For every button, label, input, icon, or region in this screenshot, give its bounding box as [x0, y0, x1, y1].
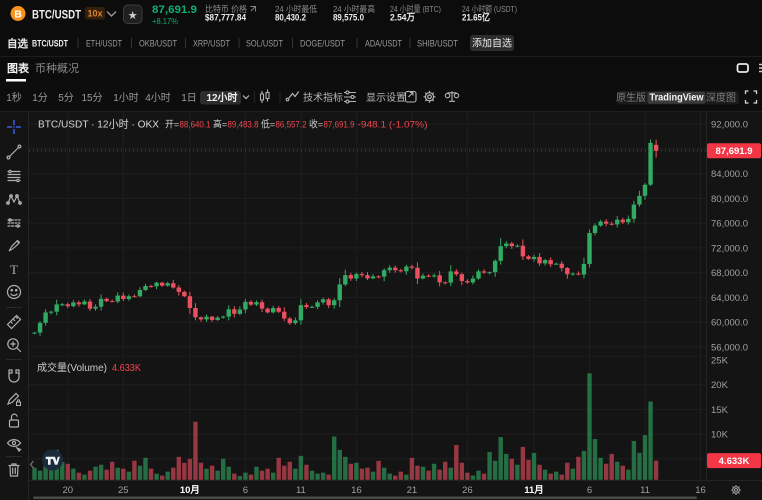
svg-text:89,575.0: 89,575.0: [333, 13, 364, 24]
svg-text:-948.1 (-1.07%): -948.1 (-1.07%): [358, 120, 428, 131]
svg-text:ADA/USDT: ADA/USDT: [365, 39, 402, 50]
svg-text:25K: 25K: [711, 356, 729, 367]
svg-text:20: 20: [63, 485, 74, 496]
svg-text:1分: 1分: [32, 92, 48, 104]
svg-text:BTC/USDT: BTC/USDT: [32, 8, 82, 22]
svg-text:89,483.8: 89,483.8: [228, 120, 259, 131]
svg-text:B: B: [14, 8, 22, 20]
svg-text:86,557.2: 86,557.2: [276, 120, 307, 131]
svg-text:比特币 价格: 比特币 价格: [205, 4, 247, 14]
svg-text:添加自选: 添加自选: [472, 37, 512, 50]
svg-text:TradingView: TradingView: [650, 93, 704, 104]
svg-text:OKB/USDT: OKB/USDT: [139, 39, 177, 50]
svg-text:★: ★: [128, 10, 138, 22]
svg-text:10K: 10K: [711, 430, 729, 441]
svg-text:68,000.0: 68,000.0: [711, 268, 748, 279]
svg-text:自选: 自选: [7, 37, 28, 50]
svg-text:80,000.0: 80,000.0: [711, 194, 748, 205]
svg-text:87,691.9: 87,691.9: [324, 120, 355, 131]
svg-text:SOL/USDT: SOL/USDT: [246, 39, 283, 50]
svg-text:11: 11: [640, 485, 650, 496]
svg-text:26: 26: [462, 485, 473, 496]
svg-text:1秒: 1秒: [6, 91, 22, 104]
svg-text:56,000.0: 56,000.0: [711, 343, 748, 354]
svg-text:24 小时最高: 24 小时最高: [333, 4, 375, 14]
svg-text:BTC/USDT · 12小时 · OKX: BTC/USDT · 12小时 · OKX: [38, 119, 159, 131]
svg-text:技术指标: 技术指标: [303, 91, 343, 104]
svg-text:显示设置: 显示设置: [366, 92, 406, 104]
svg-text:21: 21: [407, 485, 418, 496]
svg-text:87,691.9: 87,691.9: [152, 4, 197, 16]
svg-text:原生版: 原生版: [616, 91, 646, 104]
svg-text:4小时: 4小时: [145, 92, 171, 104]
svg-text:图表: 图表: [7, 61, 30, 75]
svg-text:T: T: [10, 262, 18, 277]
svg-text:5分: 5分: [58, 92, 74, 104]
svg-text:低=: 低=: [261, 119, 275, 131]
svg-text:XRP/USDT: XRP/USDT: [193, 39, 230, 50]
svg-text:SHIB/USDT: SHIB/USDT: [417, 39, 458, 50]
svg-text:88,640.1: 88,640.1: [180, 120, 211, 131]
svg-text:24 小时最低: 24 小时最低: [275, 4, 317, 14]
svg-text:6: 6: [587, 485, 592, 496]
svg-text:4.633K: 4.633K: [112, 363, 141, 374]
svg-text:10x: 10x: [87, 9, 102, 19]
svg-text:87,691.9: 87,691.9: [716, 146, 753, 157]
svg-text:开=: 开=: [165, 120, 179, 131]
svg-text:92,000.0: 92,000.0: [711, 120, 748, 131]
svg-text:16: 16: [695, 485, 706, 496]
svg-text:10月: 10月: [180, 485, 200, 496]
svg-text:64,000.0: 64,000.0: [711, 293, 748, 304]
svg-text:16: 16: [351, 485, 362, 496]
svg-text:DOGE/USDT: DOGE/USDT: [300, 39, 345, 50]
svg-text:深度图: 深度图: [706, 91, 736, 104]
svg-text:币种概况: 币种概况: [35, 61, 79, 75]
svg-text:BTC/USDT: BTC/USDT: [32, 39, 68, 50]
svg-text:21.65亿: 21.65亿: [462, 12, 490, 24]
svg-text:20K: 20K: [711, 380, 729, 391]
svg-text:76,000.0: 76,000.0: [711, 219, 748, 230]
svg-text:成交量(Volume): 成交量(Volume): [37, 361, 107, 374]
svg-text:24 小时量 (BTC): 24 小时量 (BTC): [390, 4, 441, 14]
svg-text:ETH/USDT: ETH/USDT: [86, 39, 122, 50]
svg-text:2.54万: 2.54万: [390, 13, 415, 24]
svg-text:15K: 15K: [711, 405, 729, 416]
svg-text:$87,777.84: $87,777.84: [205, 13, 247, 24]
svg-text:4.633K: 4.633K: [719, 456, 750, 467]
svg-text:高=: 高=: [213, 119, 227, 131]
svg-text:1小时: 1小时: [113, 92, 139, 104]
svg-text:11: 11: [296, 485, 306, 496]
svg-text:12小时: 12小时: [206, 91, 237, 104]
svg-text:+8.17%: +8.17%: [152, 16, 178, 26]
svg-text:1日: 1日: [181, 93, 197, 104]
svg-text:15分: 15分: [81, 92, 102, 104]
svg-text:72,000.0: 72,000.0: [711, 243, 748, 254]
svg-text:25: 25: [118, 485, 129, 496]
svg-text:收=: 收=: [309, 119, 323, 131]
svg-text:11月: 11月: [524, 485, 544, 496]
svg-text:84,000.0: 84,000.0: [711, 169, 748, 180]
svg-text:80,430.2: 80,430.2: [275, 13, 306, 24]
svg-text:60,000.0: 60,000.0: [711, 318, 748, 329]
svg-text:24 小时额 (USDT): 24 小时额 (USDT): [462, 4, 517, 14]
svg-text:6: 6: [243, 485, 248, 496]
